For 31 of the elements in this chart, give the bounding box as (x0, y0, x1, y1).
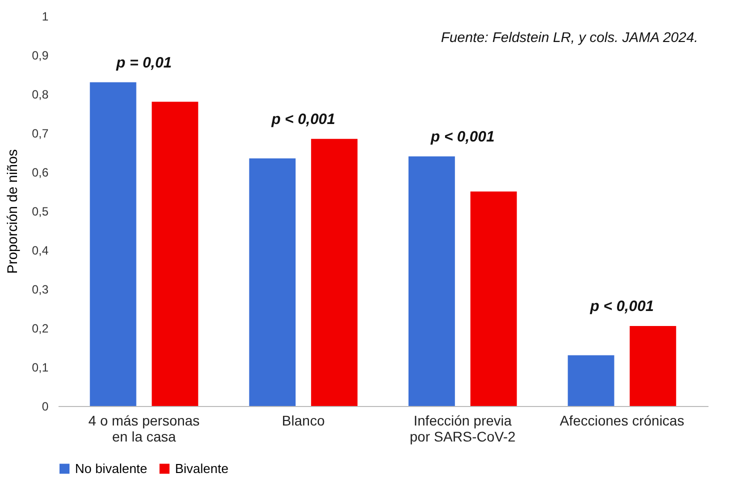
y-tick-label: 0 (42, 400, 49, 414)
bar (311, 138, 358, 406)
bar (249, 158, 296, 406)
y-tick-label: 0,4 (32, 244, 49, 258)
legend-label: No bivalente (75, 460, 148, 476)
annotation: Fuente: Feldstein LR, y cols. JAMA 2024. (440, 29, 698, 45)
y-tick-label: 1 (42, 10, 49, 24)
bar (630, 326, 676, 406)
y-tick-label: 0,7 (32, 126, 49, 140)
y-tick-label: 0,1 (32, 360, 49, 374)
x-tick-label: Infección previa por SARS-CoV-2 (410, 412, 516, 444)
x-tick-label: 4 o más personas en la casa (88, 412, 200, 444)
bar (152, 102, 198, 406)
y-tick-label: 0,9 (32, 48, 49, 62)
y-tick-label: 0,6 (32, 166, 49, 180)
y-axis-title: Proporción de niños (4, 149, 20, 274)
x-tick-label: Afecciones crónicas (560, 412, 684, 428)
y-tick-label: 0,3 (32, 282, 49, 296)
annotation: p < 0,001 (270, 110, 336, 128)
y-tick-label: 0,5 (32, 204, 49, 218)
bar (470, 192, 517, 406)
annotation: p = 0,01 (115, 54, 172, 72)
legend-label: Bivalente (175, 460, 228, 476)
bar (568, 355, 614, 406)
bar (408, 156, 455, 406)
annotation: p < 0,001 (430, 128, 495, 146)
y-tick-label: 0,8 (32, 88, 49, 102)
x-tick-label: Blanco (282, 412, 325, 428)
y-tick-label: 0,2 (32, 322, 49, 336)
annotation: p < 0,001 (589, 298, 654, 316)
bar (90, 82, 136, 406)
